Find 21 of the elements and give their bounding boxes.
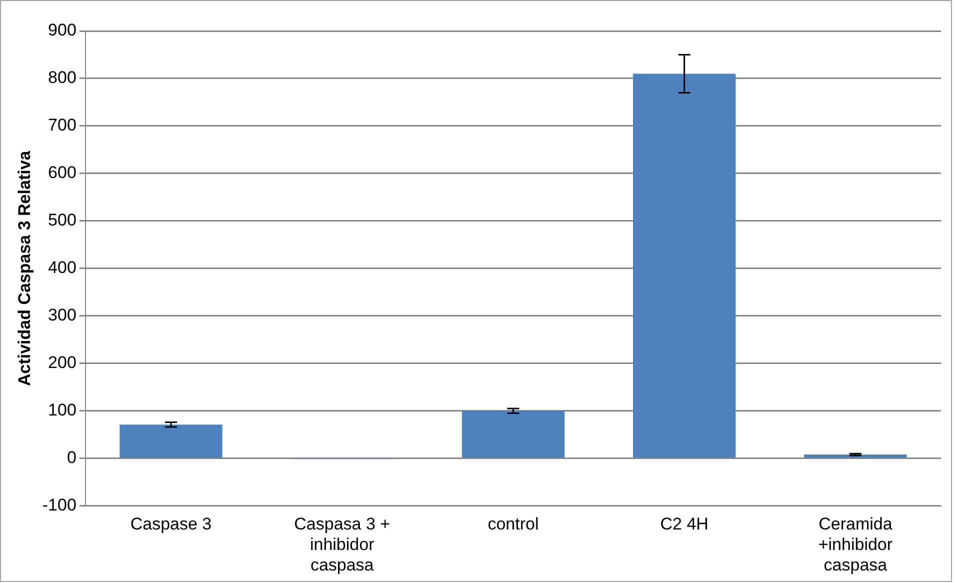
y-tick-label: 700 [48, 116, 76, 135]
x-tick-label: C2 4H [660, 514, 708, 534]
y-tick-label: 0 [66, 448, 76, 468]
x-tick-label: Caspasa 3 + inhibidor caspasa [294, 514, 390, 574]
x-tick-label: Caspase 3 [130, 514, 212, 534]
y-tick-label: -100 [42, 495, 76, 514]
bar [120, 424, 222, 458]
y-tick-label: 400 [48, 258, 76, 278]
y-tick-label: 500 [48, 210, 76, 230]
y-tick-label: 800 [48, 68, 76, 88]
x-tick-label: Ceramida +inhibidor caspasa [818, 514, 893, 574]
y-tick-label: 300 [48, 306, 76, 325]
x-tick-label: control [488, 514, 539, 534]
bar [632, 74, 736, 458]
y-axis-title: Actividad Caspasa 3 Relativa [14, 150, 34, 386]
y-tick-label: 900 [48, 20, 76, 40]
y-tick-label: 200 [48, 353, 76, 372]
bar [804, 454, 907, 458]
y-tick-label: 600 [48, 163, 76, 182]
bar [462, 410, 565, 458]
y-tick-label: 100 [48, 400, 76, 420]
